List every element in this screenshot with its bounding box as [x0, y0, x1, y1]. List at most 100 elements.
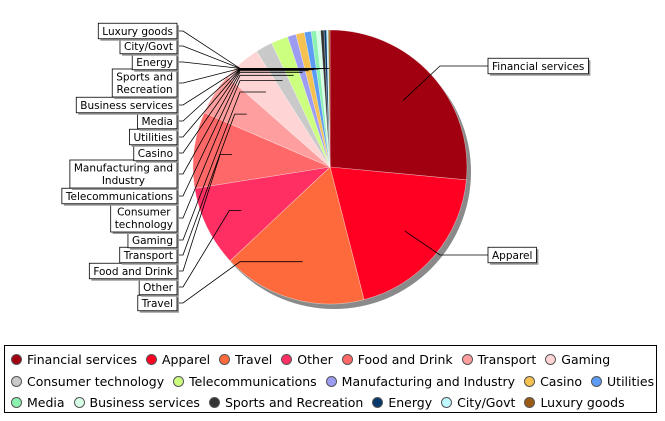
legend-item-apparel: Apparel [146, 352, 210, 367]
slice-label-utilities: Utilities [133, 132, 173, 144]
pie-slice-financial-services [329, 29, 468, 181]
legend-swatch-icon [73, 397, 85, 409]
legend-item-food-and-drink: Food and Drink [341, 352, 453, 368]
legend-label: Transport [477, 352, 537, 368]
slice-label-financial-services: Financial services [492, 61, 584, 73]
legend-label: Travel [235, 352, 273, 368]
legend-label: Manufacturing and Industry [341, 373, 516, 389]
legend-label: Casino [540, 373, 583, 389]
legend-swatch-icon [372, 397, 384, 409]
legend-item-transport: Transport [461, 352, 537, 368]
leader-line-travel [177, 261, 303, 304]
slice-label-consumer-technology: Consumer technology [115, 207, 173, 232]
slice-label-other: Other [143, 282, 173, 294]
slice-label-luxury-goods: Luxury goods [102, 26, 173, 38]
legend-swatch-icon [591, 375, 603, 387]
leader-line-manufacturing-and-industry [177, 71, 303, 175]
legend-label: Media [27, 395, 65, 411]
legend-label: Business services [89, 395, 200, 411]
leader-line-casino [177, 70, 309, 154]
label-box-consumer-technology [110, 203, 178, 233]
leader-line-luxury-goods [177, 30, 330, 69]
legend-swatch-icon [524, 397, 536, 409]
legend-swatch-icon [219, 354, 231, 366]
legend-swatch-icon [146, 354, 157, 366]
legend-item-manufacturing-and-industry: Manufacturing and Industry [325, 373, 516, 389]
leader-line-food-and-drink [177, 154, 233, 272]
legend-swatch-icon [11, 397, 22, 409]
legend-row: Consumer technology Telecommunications Man… [11, 371, 654, 393]
legend-item-luxury-goods: Luxury goods [524, 395, 625, 411]
label-box-luxury-goods [97, 22, 178, 40]
legend-swatch-icon [11, 375, 22, 387]
leader-line-other [177, 209, 242, 288]
pie-slice-luxury-goods [327, 29, 331, 168]
legend-swatch-icon [281, 354, 293, 366]
legend-item-energy: Energy [372, 395, 432, 410]
legend-item-business-services: Business services [73, 395, 200, 411]
legend-item-consumer-technology: Consumer technology [11, 374, 164, 389]
slice-label-city-govt: City/Govt [124, 41, 173, 53]
slice-label-energy: Energy [136, 57, 173, 69]
legend-item-travel: Travel [219, 352, 272, 367]
legend-label: City/Govt [457, 395, 516, 411]
legend-label: Energy [388, 395, 433, 411]
slice-labels: Financial services Apparel Travel Other Food… [61, 22, 591, 313]
pie-slice-travel [229, 166, 365, 305]
slice-label-business-services: Business services [80, 100, 173, 112]
legend-label: Food and Drink [357, 352, 453, 368]
legend-item-city-govt: City/Govt [441, 395, 515, 410]
legend-item-utilities: Utilities [591, 374, 654, 389]
legend-swatch-icon [11, 354, 22, 366]
legend-row: Financial services Apparel Travel Other Food… [11, 349, 650, 371]
slice-label-manufacturing-and-industry: Manufacturing and Industry [74, 163, 173, 188]
legend-label: Luxury goods [540, 395, 625, 411]
leader-line-financial-services [402, 65, 488, 101]
legend-swatch-icon [173, 375, 185, 387]
legend-label: Apparel [162, 352, 211, 368]
pie-chart-svg: Financial services Apparel Travel Other Food… [61, 22, 591, 313]
slice-label-gaming: Gaming [132, 235, 173, 247]
slice-label-sports-and-recreation: Sports and Recreation [116, 72, 173, 97]
legend-label: Financial services [27, 352, 137, 368]
legend-item-casino: Casino [524, 374, 582, 389]
legend-swatch-icon [325, 375, 337, 387]
legend-label: Other [297, 352, 333, 368]
legend-label: Gaming [561, 352, 611, 368]
leader-lines [177, 30, 488, 304]
legend-swatch-icon [524, 375, 536, 387]
legend-swatch-icon [461, 354, 473, 366]
slice-label-telecommunications: Telecommunications [65, 191, 173, 203]
legend-swatch-icon [441, 397, 453, 409]
legend-item-other: Other [281, 352, 333, 367]
label-box-manufacturing-and-industry [69, 159, 178, 189]
legend-row: Media Business services Sports and Recreat… [11, 392, 650, 414]
legend-label: Utilities [607, 373, 655, 389]
legend-label: Telecommunications [189, 373, 317, 389]
leader-line-telecommunications [177, 74, 294, 197]
legend-item-telecommunications: Telecommunications [173, 374, 317, 389]
slice-label-media: Media [141, 116, 173, 128]
label-box-financial-services [487, 57, 589, 75]
legend-label: Consumer technology [27, 373, 165, 389]
slice-label-food-and-drink: Food and Drink [93, 266, 174, 278]
chart-legend: Financial services Apparel Travel Other Food… [4, 345, 657, 413]
legend-item-media: Media [11, 395, 65, 410]
legend-label: Sports and Recreation [224, 395, 364, 411]
slice-label-apparel: Apparel [492, 250, 532, 262]
leader-line-apparel [404, 230, 488, 256]
pie-chart: Financial services Apparel Travel Other Food… [61, 22, 591, 313]
label-box-apparel [487, 246, 537, 264]
legend-swatch-icon [341, 354, 353, 366]
leader-line-utilities [177, 69, 314, 138]
slice-label-casino: Casino [138, 148, 173, 160]
leader-line-gaming [177, 91, 266, 241]
label-box-sports-and-recreation [111, 68, 178, 98]
legend-item-financial-services: Financial services [11, 352, 137, 367]
legend-swatch-icon [545, 354, 557, 366]
slice-label-travel: Travel [141, 298, 173, 310]
legend-item-gaming: Gaming [545, 352, 610, 367]
pie-slice-apparel [329, 166, 467, 301]
legend-swatch-icon [208, 397, 220, 409]
legend-item-sports-and-recreation: Sports and Recreation [208, 395, 364, 411]
